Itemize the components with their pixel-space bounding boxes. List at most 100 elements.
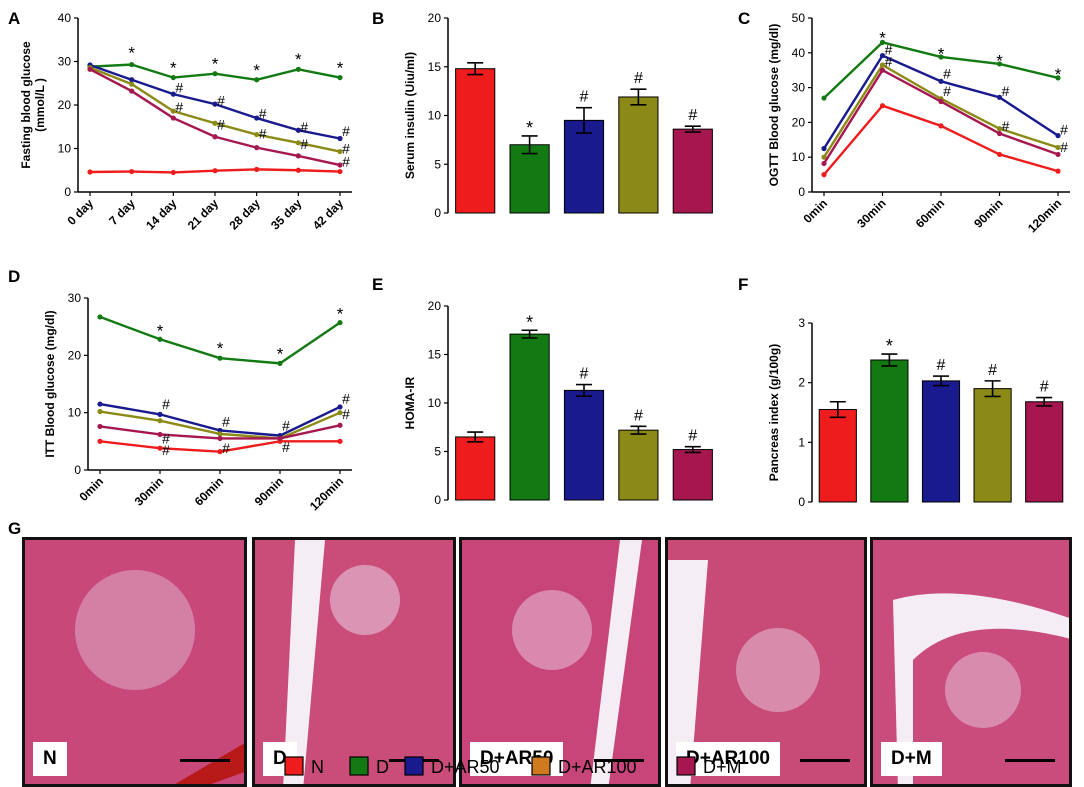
y-tick-label: 0 bbox=[434, 206, 441, 220]
y-tick-label: 0 bbox=[434, 493, 441, 507]
data-point bbox=[821, 145, 827, 152]
y-tick-label: 10 bbox=[68, 406, 82, 420]
data-point bbox=[170, 169, 176, 176]
y-axis-label: Serum insulin (Uiu/ml) bbox=[403, 52, 417, 179]
scale-bar bbox=[180, 759, 230, 762]
y-axis-label: Pancreas index (g/100g) bbox=[767, 344, 781, 481]
data-point bbox=[337, 162, 343, 168]
significance-hash: # bbox=[217, 117, 225, 133]
histology-panel-d-m: D+M bbox=[870, 537, 1072, 787]
y-axis-label: HOMA-IR bbox=[403, 376, 417, 429]
y-axis-label-line: ITT Blood glucose (mg/dl) bbox=[43, 310, 57, 457]
significance-hash: # bbox=[885, 54, 893, 70]
data-point bbox=[337, 422, 343, 428]
data-point bbox=[879, 39, 886, 45]
data-point bbox=[337, 148, 343, 155]
data-point bbox=[170, 74, 176, 81]
significance-star: * bbox=[253, 61, 260, 80]
data-point bbox=[938, 98, 944, 105]
data-point bbox=[821, 160, 827, 167]
significance-hash: # bbox=[222, 413, 230, 429]
data-point bbox=[295, 66, 301, 72]
significance-hash: # bbox=[937, 357, 946, 374]
legend-label: D+AR100 bbox=[558, 757, 637, 777]
legend-item-d-ar50: D+AR50 bbox=[404, 756, 500, 777]
data-point bbox=[879, 103, 886, 109]
x-tick-label: 21 day bbox=[185, 196, 222, 233]
x-tick-label: 60min bbox=[192, 474, 226, 508]
bar-d: * bbox=[509, 118, 550, 214]
y-axis-label: ITT Blood glucose (mg/dl) bbox=[43, 310, 57, 457]
series-d-m bbox=[87, 66, 343, 168]
legend-swatch bbox=[349, 756, 369, 776]
significance-hash: # bbox=[1040, 379, 1049, 396]
data-point bbox=[1055, 144, 1061, 151]
legend-item-d-ar100: D+AR100 bbox=[531, 756, 637, 777]
data-point bbox=[97, 438, 103, 444]
significance-hash: # bbox=[342, 406, 350, 422]
y-tick-label: 3 bbox=[798, 316, 805, 330]
significance-star: * bbox=[526, 118, 533, 138]
bar-d: * bbox=[509, 312, 550, 501]
data-point bbox=[295, 167, 301, 173]
y-tick-label: 5 bbox=[434, 157, 441, 171]
significance-star: * bbox=[337, 59, 344, 78]
legend-item-n: N bbox=[284, 756, 324, 777]
bar bbox=[563, 119, 605, 214]
series-n bbox=[821, 103, 1061, 178]
data-point bbox=[170, 108, 176, 114]
legend-item-d: D bbox=[349, 756, 389, 777]
chart-c: C 0 10 20 30 40 50 OGTT Blood glucose (mg/dl) 0m… bbox=[738, 9, 1070, 235]
y-tick-label: 20 bbox=[428, 11, 442, 25]
scale-bar bbox=[594, 759, 644, 762]
bar bbox=[618, 429, 659, 501]
significance-hash: # bbox=[634, 70, 643, 87]
scale-bar bbox=[800, 759, 850, 762]
significance-hash: # bbox=[259, 106, 267, 122]
significance-hash: # bbox=[943, 83, 951, 99]
bar-d-ar50: # bbox=[563, 366, 605, 501]
significance-hash: # bbox=[175, 80, 183, 96]
y-tick-label: 1 bbox=[798, 435, 805, 449]
data-point bbox=[212, 101, 218, 107]
data-point bbox=[821, 154, 827, 160]
significance-hash: # bbox=[988, 362, 997, 379]
x-tick-label: 120min bbox=[307, 474, 346, 513]
significance-hash: # bbox=[1002, 118, 1010, 134]
bar bbox=[870, 359, 909, 503]
legend-swatch bbox=[531, 756, 551, 776]
y-tick-label: 5 bbox=[434, 445, 441, 459]
legend-swatch bbox=[676, 756, 696, 776]
data-point bbox=[254, 77, 260, 83]
significance-star: * bbox=[879, 29, 886, 48]
significance-hash: # bbox=[885, 41, 893, 57]
bar-d-ar50: # bbox=[921, 357, 961, 503]
panel-letter: B bbox=[372, 9, 384, 28]
significance-hash: # bbox=[580, 89, 589, 106]
y-tick-label: 0 bbox=[64, 185, 71, 199]
y-tick-label: 20 bbox=[428, 299, 442, 313]
panel-letter: A bbox=[8, 9, 20, 28]
bar bbox=[455, 68, 496, 214]
data-point bbox=[217, 431, 223, 437]
significance-hash: # bbox=[634, 407, 643, 424]
x-tick-label: 0min bbox=[800, 196, 830, 226]
y-tick-label: 0 bbox=[798, 495, 805, 509]
data-point bbox=[821, 95, 827, 101]
panel-letter: E bbox=[372, 275, 383, 294]
significance-hash: # bbox=[300, 136, 308, 152]
x-tick-label: 14 day bbox=[143, 196, 180, 233]
y-axis-label-line: Serum insulin (Uiu/ml) bbox=[403, 52, 417, 179]
significance-star: * bbox=[996, 51, 1003, 70]
significance-hash: # bbox=[282, 417, 290, 433]
data-point bbox=[295, 153, 301, 159]
y-axis-label-line: Fasting blood glucose bbox=[19, 41, 33, 169]
panel-letter: C bbox=[738, 9, 750, 28]
legend-label: D+AR50 bbox=[431, 757, 500, 777]
data-point bbox=[129, 77, 135, 83]
panel-letter: G bbox=[8, 519, 21, 538]
data-point bbox=[217, 449, 223, 455]
data-point bbox=[277, 435, 283, 442]
bar-d-ar100: # bbox=[618, 407, 659, 501]
